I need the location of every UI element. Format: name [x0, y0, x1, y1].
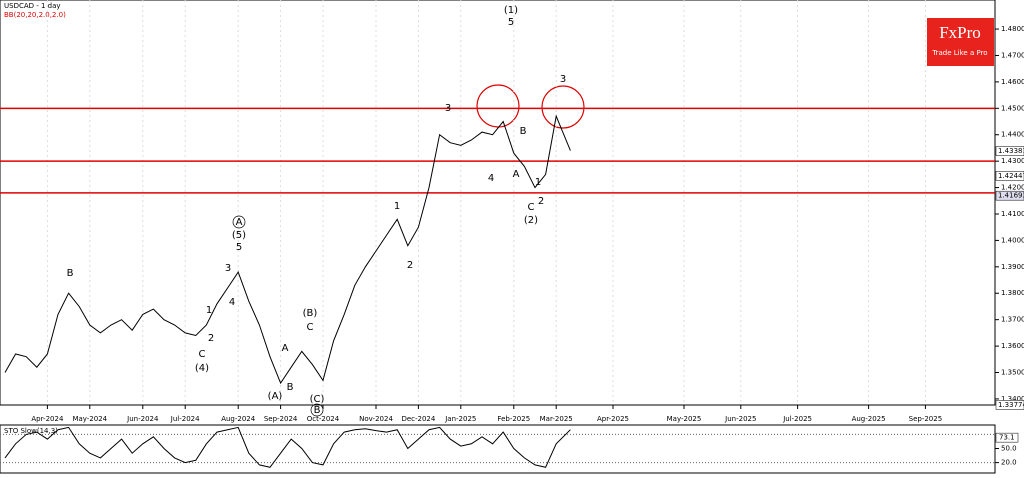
sto-tick-label: 50.0: [1001, 445, 1017, 453]
x-tick-label: May-2024: [72, 415, 107, 423]
logo-subtitle: Trade Like a Pro: [931, 49, 987, 57]
wave-label: B: [287, 382, 294, 393]
y-tick-label: 1.47000: [1001, 51, 1024, 59]
x-tick-label: Dec-2024: [401, 415, 435, 423]
wave-label: 5: [236, 242, 242, 253]
wave-label: 1: [535, 177, 541, 188]
price-label: 1.42447: [998, 172, 1024, 180]
price-label-box: [995, 190, 1024, 201]
wave-label: (4): [195, 363, 209, 374]
wave-label: 5: [508, 17, 514, 28]
logo-box: [927, 18, 994, 66]
main-panel: [0, 0, 996, 406]
sto-last-label: 73.1: [999, 434, 1015, 442]
sto-tick-label: 20.0: [1001, 459, 1017, 467]
wave-label: 2: [407, 260, 413, 271]
wave-label: 2: [208, 333, 214, 344]
x-tick-label: Jun-2024: [126, 415, 159, 423]
highlight-circle: [541, 85, 585, 129]
y-tick-label: 1.35000: [1001, 369, 1024, 377]
y-tick-label: 1.34000: [1001, 395, 1024, 403]
y-tick-label: 1.40000: [1001, 236, 1024, 244]
y-tick-label: 1.43000: [1001, 157, 1024, 165]
x-tick-label: Sep-2025: [909, 415, 943, 423]
indicator-label: BB(20,20,2.0,2.0): [4, 11, 66, 19]
wave-label: (A): [268, 391, 283, 402]
y-tick-label: 1.45000: [1001, 104, 1024, 112]
y-tick-label: 1.41000: [1001, 210, 1024, 218]
wave-label: 1: [394, 201, 400, 212]
price-label-box: [995, 171, 1024, 181]
annotation-circle: [232, 215, 246, 229]
x-tick-label: Aug-2025: [852, 415, 886, 423]
sto-last-box: [995, 432, 1019, 443]
wave-label: (1): [504, 5, 518, 16]
wave-label: B: [314, 405, 321, 416]
x-tick-label: Jul-2024: [170, 415, 200, 423]
x-tick-label: May-2025: [667, 415, 702, 423]
price-label: 1.33774: [998, 401, 1024, 409]
x-tick-label: Jul-2025: [782, 415, 812, 423]
wave-label: C: [528, 202, 535, 213]
wave-label: 3: [225, 263, 231, 274]
price-line: [4, 114, 571, 385]
x-tick-label: Jan-2025: [444, 415, 476, 423]
logo-title: FxPro: [939, 23, 981, 42]
y-tick-label: 1.44000: [1001, 131, 1024, 139]
sto-line: [4, 426, 571, 468]
y-tick-label: 1.37000: [1001, 316, 1024, 324]
wave-label: 3: [445, 103, 451, 114]
chart-title: USDCAD - 1 day: [4, 2, 61, 10]
wave-label: 4: [488, 173, 494, 184]
wave-label: A: [513, 169, 520, 180]
wave-label: 2: [538, 196, 544, 207]
wave-label: (5): [232, 230, 246, 241]
y-tick-label: 1.46000: [1001, 78, 1024, 86]
x-tick-label: Feb-2025: [497, 415, 530, 423]
y-tick-label: 1.36000: [1001, 342, 1024, 350]
x-tick-label: Sep-2024: [264, 415, 298, 423]
wave-label: C: [199, 349, 206, 360]
y-tick-label: 1.39000: [1001, 263, 1024, 271]
x-tick-label: Mar-2025: [540, 415, 573, 423]
highlight-circle: [476, 84, 520, 128]
x-tick-label: Nov-2024: [359, 415, 393, 423]
price-label-box: [995, 146, 1024, 156]
wave-label: A: [236, 217, 243, 228]
wave-label: C: [307, 322, 314, 333]
wave-label: (C): [310, 394, 325, 405]
x-tick-label: Aug-2024: [221, 415, 256, 423]
x-tick-label: Apr-2025: [597, 415, 629, 423]
sto-title: STO Slow(14,3): [4, 427, 58, 435]
wave-label: B: [520, 126, 527, 137]
wave-label: (B): [303, 308, 318, 319]
y-tick-label: 1.42000: [1001, 184, 1024, 192]
annotation-circle: [310, 403, 324, 417]
wave-label: B: [67, 268, 74, 279]
y-tick-label: 1.38000: [1001, 289, 1024, 297]
wave-label: 1: [206, 305, 212, 316]
x-tick-label: Jun-2025: [724, 415, 756, 423]
y-tick-label: 1.48000: [1001, 25, 1024, 33]
x-tick-label: Apr-2024: [31, 415, 64, 423]
wave-label: (2): [524, 215, 538, 226]
wave-label: 3: [560, 74, 566, 85]
price-label: 1.41693: [998, 192, 1024, 200]
wave-label: 4: [229, 297, 235, 308]
x-tick-label: Oct-2024: [307, 415, 340, 423]
sto-panel: [0, 424, 996, 474]
price-label-box: [995, 400, 1024, 410]
wave-label: A: [282, 343, 289, 354]
